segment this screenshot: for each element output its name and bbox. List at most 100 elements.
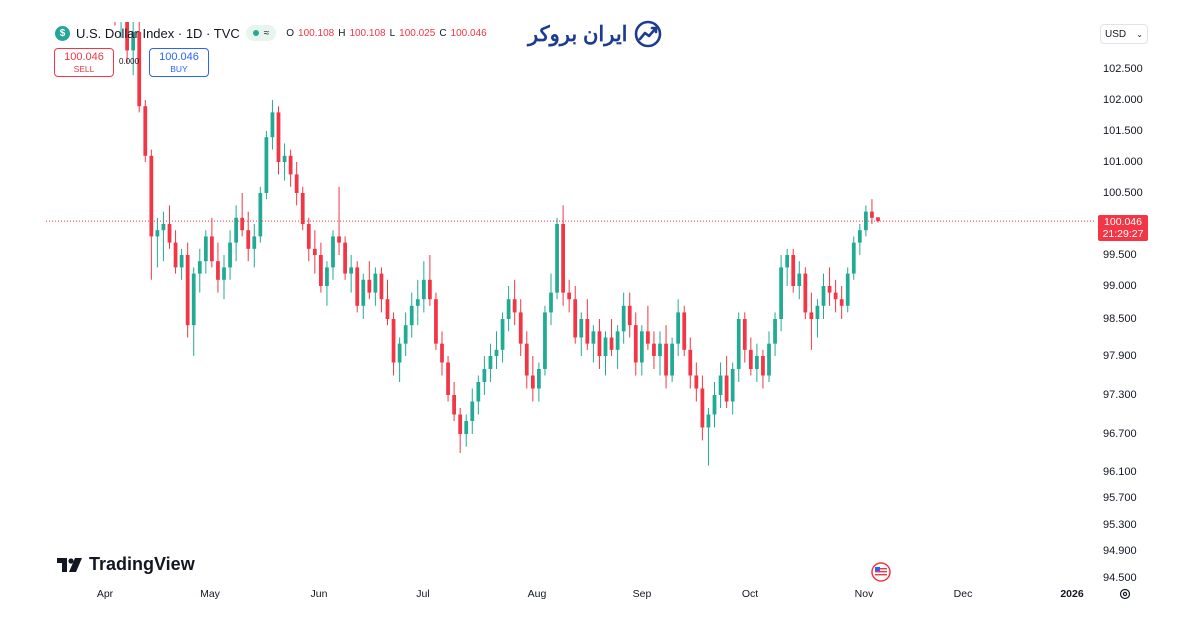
candle-body[interactable] bbox=[706, 414, 711, 428]
candle-body[interactable] bbox=[312, 248, 317, 255]
candle-body[interactable] bbox=[579, 319, 584, 338]
candle-body[interactable] bbox=[597, 331, 602, 356]
candle-body[interactable] bbox=[167, 224, 172, 243]
candle-body[interactable] bbox=[803, 273, 808, 313]
candle-body[interactable] bbox=[621, 305, 626, 332]
candle-body[interactable] bbox=[870, 211, 874, 218]
candle-body[interactable] bbox=[664, 343, 668, 376]
candle-body[interactable] bbox=[791, 255, 796, 286]
candle-body[interactable] bbox=[585, 319, 590, 344]
us-flag-event-icon[interactable] bbox=[871, 562, 891, 582]
candle-body[interactable] bbox=[779, 267, 783, 319]
candle-body[interactable] bbox=[337, 236, 341, 243]
sell-button[interactable]: 100.046 SELL bbox=[54, 48, 114, 77]
candle-body[interactable] bbox=[179, 255, 184, 268]
candle-body[interactable] bbox=[718, 375, 723, 396]
candle-body[interactable] bbox=[421, 279, 426, 300]
candle-body[interactable] bbox=[549, 292, 553, 313]
candle-body[interactable] bbox=[876, 217, 880, 222]
candle-body[interactable] bbox=[652, 343, 656, 356]
candle-body[interactable] bbox=[476, 382, 481, 402]
candle-body[interactable] bbox=[113, 0, 117, 13]
candle-body[interactable] bbox=[827, 286, 832, 293]
candle-body[interactable] bbox=[646, 331, 650, 344]
candle-body[interactable] bbox=[809, 312, 814, 319]
candle-body[interactable] bbox=[670, 343, 674, 376]
gear-icon[interactable] bbox=[1118, 587, 1132, 601]
candlestick-chart[interactable] bbox=[0, 0, 1095, 600]
candle-body[interactable] bbox=[736, 319, 741, 369]
candle-body[interactable] bbox=[815, 305, 820, 319]
candle-body[interactable] bbox=[724, 375, 729, 402]
candle-body[interactable] bbox=[821, 286, 826, 306]
candle-body[interactable] bbox=[700, 388, 705, 428]
candle-body[interactable] bbox=[367, 279, 372, 293]
candle-body[interactable] bbox=[234, 217, 238, 243]
candle-body[interactable] bbox=[688, 349, 693, 376]
candle-body[interactable] bbox=[591, 331, 596, 344]
candle-body[interactable] bbox=[355, 267, 360, 306]
candle-body[interactable] bbox=[742, 319, 747, 350]
candle-body[interactable] bbox=[609, 337, 614, 350]
candle-body[interactable] bbox=[119, 0, 123, 13]
candle-body[interactable] bbox=[494, 349, 499, 356]
candle-body[interactable] bbox=[258, 193, 263, 237]
candle-body[interactable] bbox=[543, 312, 547, 369]
candle-body[interactable] bbox=[555, 224, 559, 293]
symbol-title[interactable]: U.S. Dollar Index · 1D · TVC bbox=[76, 25, 240, 41]
candle-body[interactable] bbox=[131, 31, 136, 51]
candle-body[interactable] bbox=[216, 261, 220, 280]
candle-body[interactable] bbox=[658, 343, 662, 356]
candle-body[interactable] bbox=[500, 319, 505, 350]
candle-body[interactable] bbox=[185, 255, 190, 326]
candle-body[interactable] bbox=[530, 375, 535, 389]
candle-body[interactable] bbox=[415, 299, 420, 306]
candle-body[interactable] bbox=[470, 401, 475, 422]
candle-body[interactable] bbox=[155, 230, 160, 237]
candle-body[interactable] bbox=[397, 343, 402, 363]
candle-body[interactable] bbox=[409, 305, 414, 326]
candle-body[interactable] bbox=[361, 279, 366, 306]
candle-body[interactable] bbox=[434, 299, 438, 344]
candle-body[interactable] bbox=[676, 312, 681, 344]
market-status-pill[interactable]: ≈ bbox=[245, 25, 277, 41]
candle-body[interactable] bbox=[191, 273, 196, 326]
candle-body[interactable] bbox=[797, 273, 802, 286]
candle-body[interactable] bbox=[222, 267, 226, 280]
candle-body[interactable] bbox=[137, 31, 142, 107]
candle-body[interactable] bbox=[452, 395, 456, 415]
candle-body[interactable] bbox=[403, 325, 408, 344]
candle-body[interactable] bbox=[203, 236, 208, 262]
candle-body[interactable] bbox=[506, 299, 511, 319]
candle-body[interactable] bbox=[446, 362, 450, 396]
candle-body[interactable] bbox=[125, 0, 129, 51]
candle-body[interactable] bbox=[682, 312, 687, 350]
candle-body[interactable] bbox=[785, 255, 790, 268]
candle-body[interactable] bbox=[282, 155, 287, 162]
candle-body[interactable] bbox=[518, 312, 523, 344]
candle-body[interactable] bbox=[537, 369, 541, 389]
candle-body[interactable] bbox=[270, 112, 275, 138]
currency-select[interactable]: USD ⌄ bbox=[1100, 24, 1148, 44]
candle-body[interactable] bbox=[833, 292, 838, 300]
candle-body[interactable] bbox=[627, 305, 632, 326]
candle-body[interactable] bbox=[428, 279, 432, 300]
candle-body[interactable] bbox=[373, 273, 378, 293]
candle-body[interactable] bbox=[197, 261, 202, 274]
candle-body[interactable] bbox=[440, 343, 444, 363]
symbol-header[interactable]: $ U.S. Dollar Index · 1D · TVC ≈ O 100.10… bbox=[55, 24, 487, 42]
candle-body[interactable] bbox=[306, 224, 311, 249]
candle-body[interactable] bbox=[149, 155, 154, 237]
candle-body[interactable] bbox=[639, 331, 644, 363]
candle-body[interactable] bbox=[173, 242, 178, 268]
candle-body[interactable] bbox=[300, 193, 305, 224]
candle-body[interactable] bbox=[325, 267, 329, 286]
candle-body[interactable] bbox=[748, 349, 753, 369]
candle-body[interactable] bbox=[567, 292, 572, 300]
candle-body[interactable] bbox=[857, 230, 862, 243]
candle-body[interactable] bbox=[561, 224, 565, 293]
chart-area[interactable] bbox=[0, 0, 1095, 600]
candle-body[interactable] bbox=[210, 236, 214, 262]
candle-body[interactable] bbox=[264, 137, 269, 193]
candle-body[interactable] bbox=[331, 236, 335, 268]
